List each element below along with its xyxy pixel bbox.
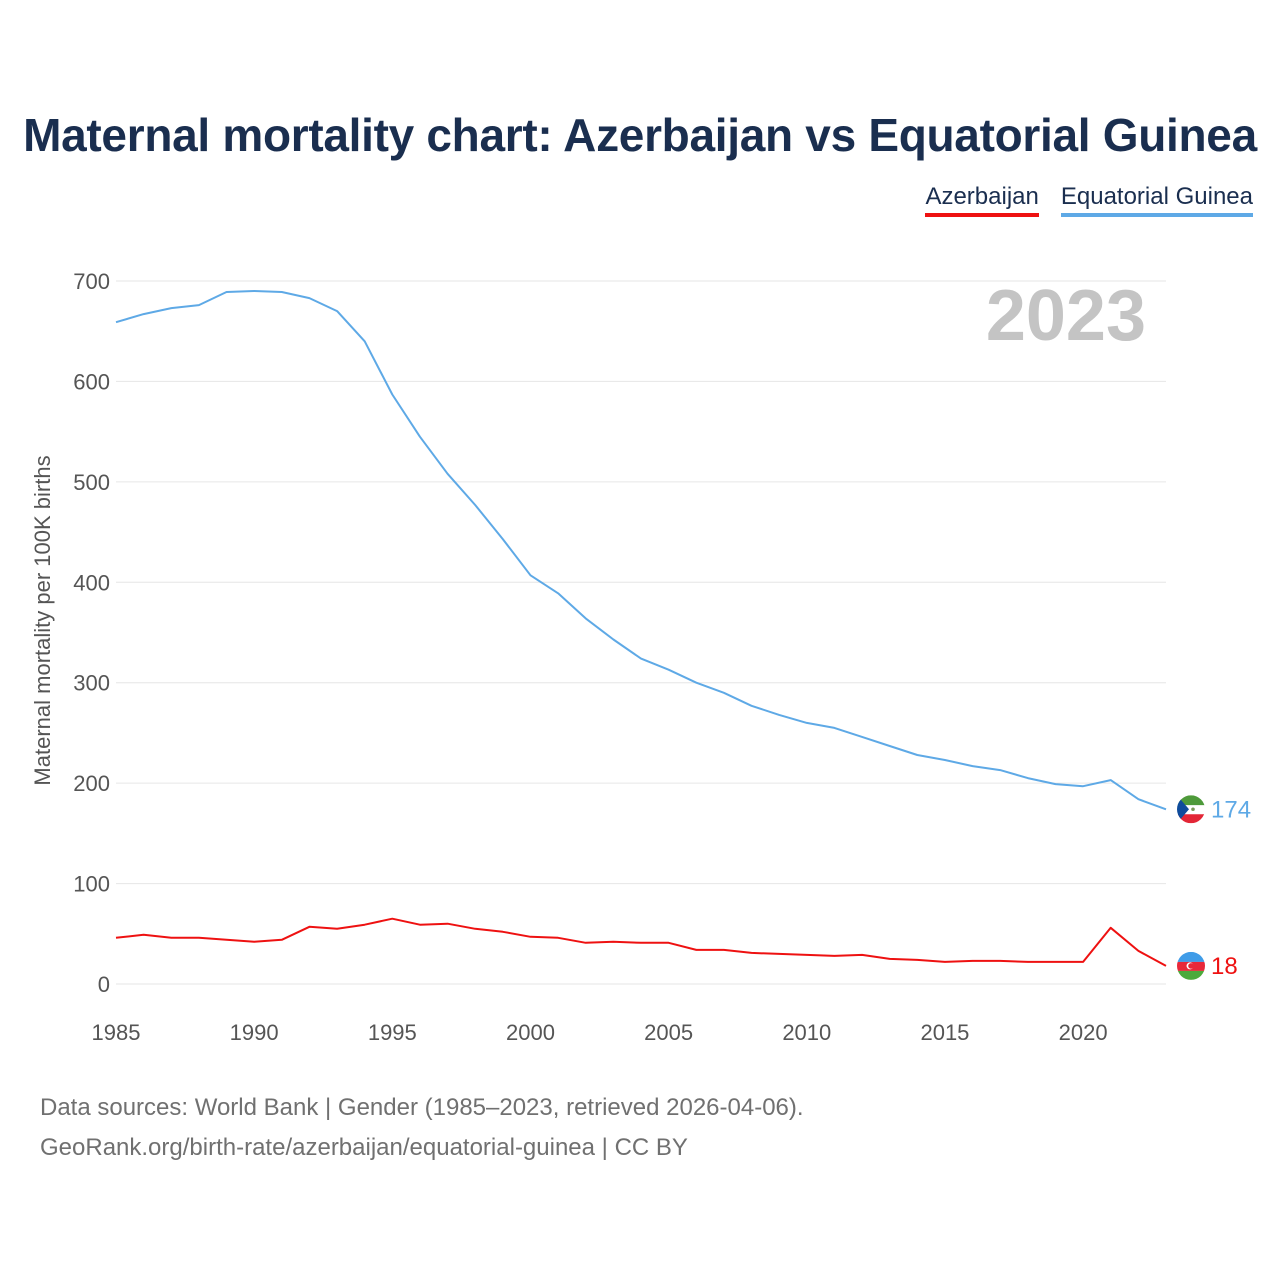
equatorial-guinea-flag-icon: [1177, 795, 1205, 824]
series-line-azerbaijan: [115, 917, 1167, 967]
y-tick-label: 500: [73, 470, 110, 495]
y-axis-title: Maternal mortality per 100K births: [30, 455, 55, 785]
x-tick-label: 2005: [644, 1020, 693, 1045]
x-tick-label: 2000: [506, 1020, 555, 1045]
y-tick-label: 400: [73, 570, 110, 595]
y-tick-label: 0: [98, 972, 110, 997]
series-line-equatorial-guinea: [115, 290, 1167, 811]
y-tick-label: 300: [73, 671, 110, 696]
end-value-label-azerbaijan: 18: [1211, 953, 1238, 980]
line-chart: 0 100 200 300 400 500 600 700 1985 1990 1995 2000 20…: [30, 269, 1251, 1045]
x-tick-label: 1985: [92, 1020, 141, 1045]
end-value-label-equatorial-guinea: 174: [1211, 796, 1251, 823]
legend-item-azerbaijan[interactable]: Azerbaijan: [925, 183, 1039, 217]
y-tick-label: 100: [73, 872, 110, 897]
year-watermark: 2023: [986, 276, 1146, 356]
y-tick-label: 200: [73, 771, 110, 796]
y-tick-label: 700: [73, 269, 110, 294]
y-tick-label: 600: [73, 369, 110, 394]
x-tick-label: 2010: [782, 1020, 831, 1045]
x-tick-label: 1995: [368, 1020, 417, 1045]
chart-title: Maternal mortality chart: Azerbaijan vs …: [23, 109, 1257, 161]
legend: Azerbaijan Equatorial Guinea: [925, 183, 1253, 217]
legend-item-equatorial-guinea[interactable]: Equatorial Guinea: [1060, 183, 1253, 217]
source-note: Data sources: World Bank | Gender (1985–…: [40, 1088, 804, 1168]
source-line-2: GeoRank.org/birth-rate/azerbaijan/equato…: [40, 1134, 688, 1161]
x-tick-label: 2015: [920, 1020, 969, 1045]
x-tick-label: 1990: [230, 1020, 279, 1045]
x-tick-label: 2020: [1059, 1020, 1108, 1045]
azerbaijan-flag-icon: [1177, 951, 1205, 980]
source-line-1: Data sources: World Bank | Gender (1985–…: [40, 1094, 804, 1121]
